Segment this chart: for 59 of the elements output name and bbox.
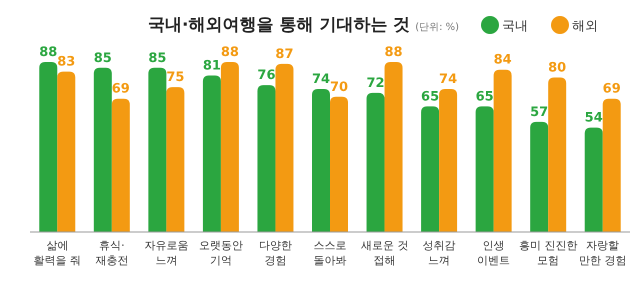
data-label: 54 (584, 110, 603, 126)
x-tick-label: 휴식· 재충전 (95, 239, 128, 267)
bar (494, 70, 512, 232)
data-label: 80 (548, 60, 566, 76)
data-label: 88 (39, 45, 58, 60)
data-label: 70 (330, 80, 348, 95)
x-tick-label: 스스로 돌아봐 (314, 239, 346, 267)
data-label: 85 (148, 50, 166, 66)
chart-title: 국내·해외여행을 통해 기대하는 것 (148, 15, 410, 35)
bar (257, 85, 276, 232)
x-tick-label: 자유로움 느껴 (144, 239, 188, 267)
bar (366, 92, 385, 232)
bar (112, 98, 130, 232)
x-tick-label: 자랑할 만한 경험 (578, 239, 626, 267)
x-tick-label: 흥미 진진한 모험 (518, 239, 578, 267)
bar (220, 62, 239, 232)
data-label: 69 (112, 82, 130, 97)
bar (166, 87, 184, 232)
bar (602, 98, 621, 232)
x-tick-label: 삶에 활력을 줘 (34, 239, 82, 267)
bar (439, 89, 458, 232)
x-tick-label: 인생 이벤트 (477, 239, 510, 267)
data-label: 75 (166, 70, 184, 86)
bar (584, 128, 603, 232)
data-label: 57 (530, 104, 548, 120)
x-tick-label: 새로운 것 접해 (360, 239, 408, 267)
data-label: 74 (312, 72, 330, 88)
data-label: 69 (602, 82, 621, 97)
data-label: 65 (476, 89, 494, 104)
data-label: 88 (384, 45, 403, 60)
data-label: 88 (220, 45, 239, 60)
bar (421, 106, 440, 232)
bar (94, 68, 112, 232)
bar (57, 72, 76, 232)
data-label: 85 (94, 50, 112, 66)
bar (202, 76, 221, 232)
bar (312, 89, 330, 232)
data-label: 76 (257, 68, 276, 84)
data-label: 83 (57, 54, 76, 70)
data-label: 74 (439, 72, 458, 88)
bar (330, 96, 348, 232)
legend-label: 해외 (572, 19, 598, 34)
bar (39, 62, 58, 232)
x-tick-label: 성취감 느껴 (422, 239, 456, 267)
chart-subtitle: (단위: %) (415, 22, 460, 33)
legend-label: 국내 (502, 19, 528, 34)
bar (530, 122, 548, 232)
bar (548, 77, 566, 232)
bar (275, 64, 294, 232)
bar (148, 68, 166, 232)
data-label: 81 (202, 58, 221, 74)
bar (476, 106, 494, 232)
x-tick-label: 오랫동안 기억 (198, 239, 243, 267)
data-label: 84 (494, 52, 512, 68)
data-label: 87 (275, 46, 294, 62)
data-label: 72 (366, 76, 385, 91)
data-label: 65 (421, 89, 440, 104)
x-tick-label: 다양한 경험 (258, 239, 292, 267)
bar (384, 62, 403, 232)
